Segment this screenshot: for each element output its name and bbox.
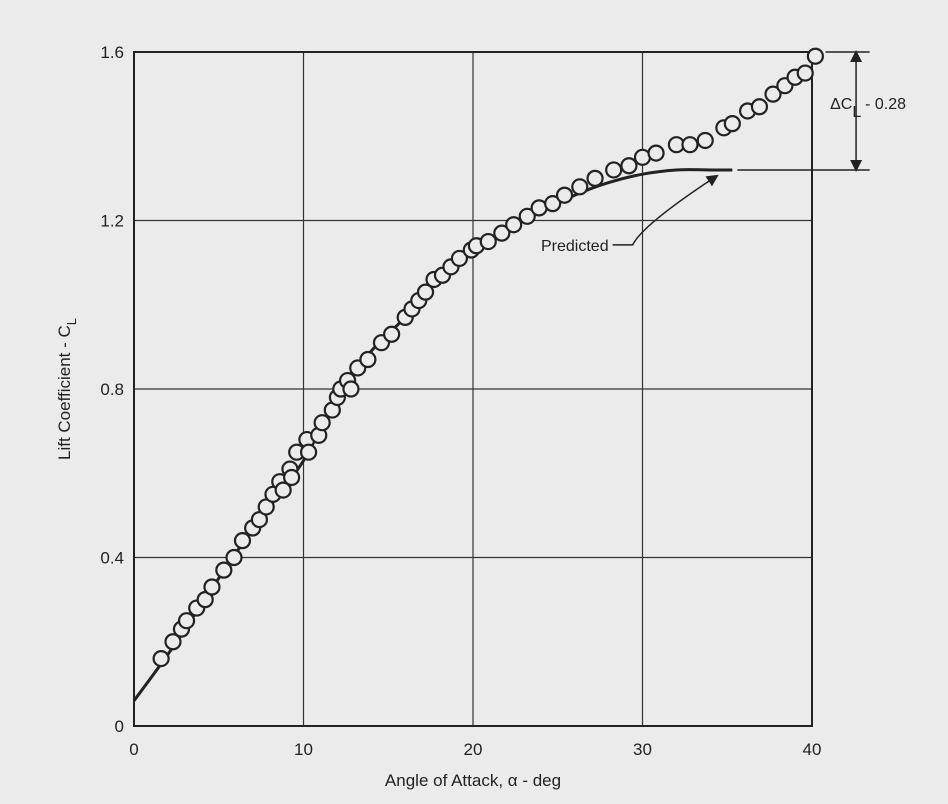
x-tick-label: 10 bbox=[294, 740, 313, 759]
data-point bbox=[177, 612, 196, 630]
data-point bbox=[493, 224, 511, 242]
data-point bbox=[764, 85, 782, 103]
data-point bbox=[225, 548, 243, 567]
data-point bbox=[359, 350, 377, 369]
data-point bbox=[479, 232, 497, 251]
data-point bbox=[416, 283, 435, 301]
data-point bbox=[750, 98, 769, 116]
delta-cl-suffix: - 0.28 bbox=[861, 96, 906, 113]
data-point bbox=[806, 47, 824, 65]
y-tick-labels: 0 0.4 0.8 1.2 1.6 bbox=[100, 43, 124, 736]
y-tick-label: 1.6 bbox=[100, 43, 124, 62]
data-point bbox=[299, 443, 318, 461]
plot-frame bbox=[133, 51, 813, 727]
y-tick-label: 0.8 bbox=[100, 380, 124, 399]
data-point bbox=[274, 481, 292, 499]
data-point bbox=[681, 136, 699, 154]
predicted-label: Predicted bbox=[541, 238, 609, 255]
data-point bbox=[696, 131, 714, 150]
delta-cl-annotation: ΔCL - 0.28 bbox=[830, 96, 906, 121]
data-point bbox=[342, 380, 360, 398]
data-point bbox=[723, 115, 741, 133]
delta-cl-prefix: ΔC bbox=[830, 96, 852, 113]
data-point bbox=[203, 578, 221, 596]
grid-lines bbox=[133, 51, 813, 727]
predicted-leader-line bbox=[612, 174, 719, 246]
data-point bbox=[586, 169, 604, 187]
data-point bbox=[152, 649, 170, 668]
x-axis-title: Angle of Attack, α - deg bbox=[385, 771, 561, 790]
data-point bbox=[283, 468, 301, 487]
y-axis-title-subscript: L bbox=[64, 318, 79, 325]
data-points bbox=[152, 47, 824, 668]
data-point bbox=[555, 186, 574, 204]
y-tick-label: 0.4 bbox=[100, 549, 124, 568]
y-tick-label: 1.2 bbox=[100, 212, 124, 231]
y-tick-label: 0 bbox=[115, 717, 124, 736]
delta-cl-subscript: L bbox=[852, 104, 861, 121]
data-point bbox=[647, 144, 665, 162]
data-point bbox=[164, 633, 182, 651]
data-point bbox=[605, 161, 623, 179]
data-point bbox=[383, 325, 401, 343]
x-tick-label: 40 bbox=[803, 740, 822, 759]
data-point bbox=[571, 178, 589, 196]
x-tick-label: 0 bbox=[129, 740, 138, 759]
data-point bbox=[620, 157, 638, 175]
x-tick-label: 20 bbox=[464, 740, 483, 759]
data-point bbox=[544, 195, 562, 213]
x-tick-label: 30 bbox=[633, 740, 652, 759]
data-point bbox=[796, 64, 814, 82]
data-point bbox=[215, 561, 233, 579]
data-point bbox=[313, 414, 331, 432]
data-point bbox=[233, 532, 252, 550]
data-point bbox=[505, 216, 523, 234]
data-point bbox=[450, 249, 469, 268]
y-axis-title: Lift Coefficient - CL bbox=[55, 318, 79, 460]
x-tick-labels: 0 10 20 30 40 bbox=[129, 740, 821, 759]
y-axis-title-main: Lift Coefficient - C bbox=[55, 325, 74, 460]
data-point bbox=[518, 207, 536, 225]
